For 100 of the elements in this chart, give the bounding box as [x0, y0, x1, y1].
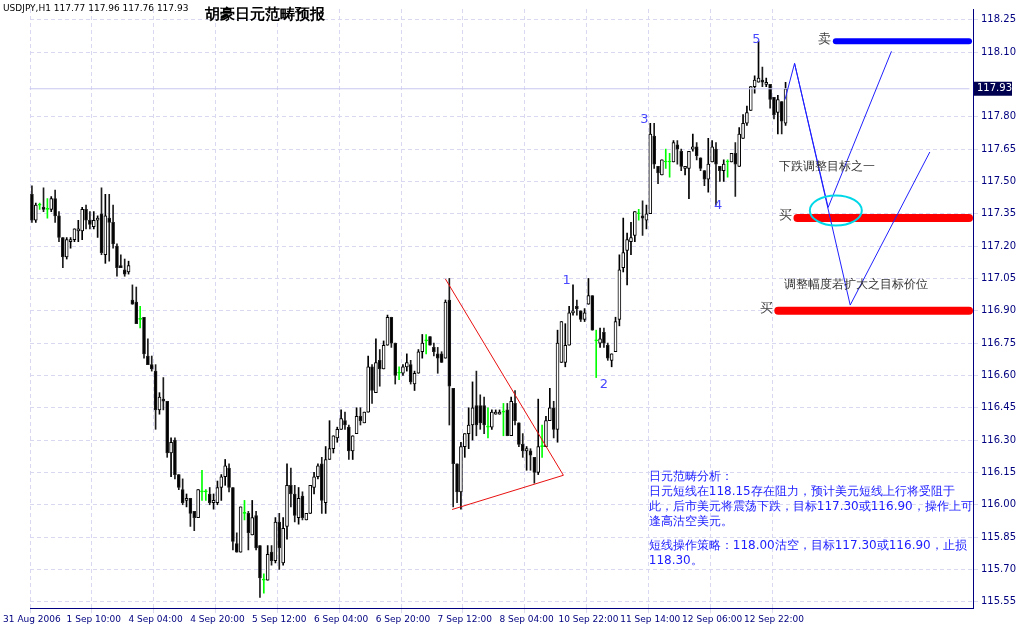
candlestick [64, 237, 69, 260]
candlestick [656, 166, 660, 184]
y-tick-label: 116.90 [981, 304, 1017, 316]
candlestick [733, 142, 738, 197]
y-tick-label: 116.60 [981, 369, 1017, 381]
candlestick [370, 364, 374, 404]
candlestick [567, 306, 571, 346]
candlestick [451, 388, 456, 508]
candlestick [629, 222, 633, 256]
candlestick [633, 211, 637, 243]
y-tick-label: 117.80 [981, 110, 1017, 122]
annotation: 2 [599, 375, 609, 391]
x-tick-label: 5 Sep 12:00 [252, 613, 307, 624]
candlestick [374, 338, 378, 393]
candlestick [571, 284, 575, 316]
ref-line-label: 卖 [817, 30, 831, 46]
candlestick [547, 388, 552, 422]
candlestick [710, 140, 714, 163]
candlestick [520, 433, 525, 458]
candlestick [401, 364, 405, 376]
candlestick [648, 122, 653, 215]
annotation: 日元范畴分析： [648, 469, 734, 485]
candlestick [343, 411, 347, 430]
candlestick [428, 336, 432, 346]
candlestick [509, 396, 513, 437]
candlestick [366, 355, 370, 413]
x-tick-label: 10 Sep 22:00 [558, 613, 619, 624]
candlestick [227, 463, 231, 493]
candlestick [490, 409, 494, 430]
annotation: 5 [752, 31, 761, 47]
candlestick [424, 334, 428, 355]
candlestick [594, 329, 599, 378]
candlestick [575, 299, 579, 316]
annotation: 3 [640, 110, 649, 126]
candlestick [37, 202, 42, 210]
candlestick [146, 338, 150, 365]
candlestick [517, 422, 521, 447]
ref-line-label: 买 [779, 207, 793, 223]
candlestick [316, 463, 320, 480]
candlestick [772, 97, 776, 120]
candlestick [497, 409, 502, 415]
candlestick [285, 463, 289, 540]
candlestick [718, 166, 722, 182]
candlestick [764, 77, 769, 87]
x-tick-label: 12 Sep 06:00 [682, 613, 743, 624]
candlestick [115, 243, 119, 277]
candlestick [111, 204, 115, 249]
candlestick [258, 545, 262, 598]
candlestick [277, 513, 282, 570]
y-tick-label: 117.50 [981, 175, 1017, 187]
candlestick [207, 487, 212, 506]
candlestick [432, 342, 436, 357]
candlestick [261, 573, 266, 594]
y-tick-label: 118.10 [981, 45, 1017, 57]
candlestick [482, 396, 486, 434]
candlestick [404, 353, 409, 372]
candlestick [455, 463, 459, 503]
x-tick-label: 8 Sep 04:00 [499, 613, 555, 624]
y-tick-label: 116.30 [981, 433, 1017, 445]
x-tick-label: 11 Sep 14:00 [620, 613, 681, 624]
candlestick [760, 66, 765, 87]
candlestick [57, 211, 61, 243]
y-tick-label: 117.65 [981, 142, 1017, 154]
candlestick [478, 394, 483, 430]
candlestick [142, 316, 146, 359]
candlestick [88, 211, 92, 230]
candlestick [393, 342, 398, 385]
candlestick [486, 407, 490, 439]
candlestick [265, 545, 270, 581]
candlestick [204, 489, 208, 501]
y-tick-label: 118.25 [981, 13, 1017, 25]
candlestick [435, 347, 440, 374]
candlestick [679, 148, 684, 171]
annotation: 日元短线在118.15存在阻力，预计美元短线上行将受阻于此，后市美元将震荡下跌，目标117.30或116.90，操作上可逢高沽空美元。 [648, 484, 974, 530]
candlestick [706, 137, 711, 193]
candlestick [169, 437, 173, 478]
candlestick [397, 366, 401, 381]
candlestick [254, 510, 258, 551]
candlestick [200, 469, 204, 501]
candlestick [737, 127, 742, 167]
candlestick [339, 409, 343, 430]
candlestick [122, 258, 127, 277]
x-tick-label: 1 Sep 10:00 [66, 613, 122, 624]
y-tick-label: 115.85 [981, 530, 1017, 542]
candlestick [223, 459, 227, 486]
candlestick [30, 185, 34, 223]
candlestick [231, 487, 235, 551]
candlestick [598, 327, 602, 348]
y-tick-label: 117.05 [981, 272, 1017, 284]
x-tick-label: 7 Sep 12:00 [437, 613, 493, 624]
candlestick [196, 489, 200, 518]
candlestick [725, 159, 730, 178]
annotation: 1 [562, 271, 571, 287]
y-tick-label: 117.35 [981, 207, 1017, 219]
ref-line-label: 买 [760, 300, 774, 316]
candlestick [563, 323, 568, 368]
candlestick [505, 403, 510, 437]
candlestick [636, 209, 641, 221]
chart-title: 胡豪日元范畴预报 [205, 5, 325, 24]
candlestick [590, 295, 595, 331]
